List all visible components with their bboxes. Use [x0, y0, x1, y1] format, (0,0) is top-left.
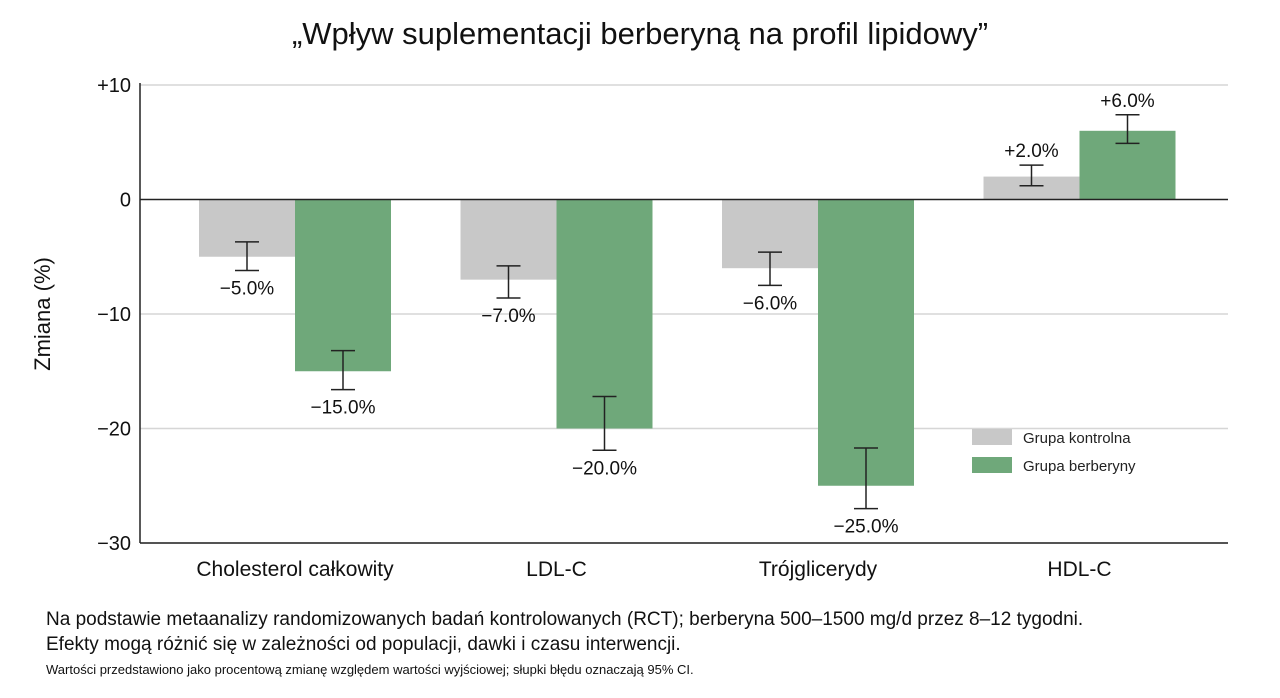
x-tick-label: HDL-C	[1047, 558, 1111, 581]
data-label: −5.0%	[220, 278, 275, 299]
footnote-source: Na podstawie metaanalizy randomizowanych…	[46, 609, 1084, 630]
data-label: −6.0%	[743, 293, 798, 314]
legend-label: Grupa berberyny	[1023, 458, 1136, 475]
y-tick-label: −10	[97, 304, 131, 326]
x-tick-label: LDL-C	[526, 558, 587, 581]
y-tick-label: +10	[97, 75, 131, 97]
x-tick-label: Cholesterol całkowity	[196, 558, 394, 581]
data-label: −15.0%	[311, 398, 376, 419]
footnote-caveat: Efekty mogą różnić się w zależności od p…	[46, 634, 681, 655]
y-axis-label: Zmiana (%)	[30, 257, 55, 371]
x-tick-label: Trójglicerydy	[759, 558, 878, 581]
footnote-method: Wartości przedstawiono jako procentową z…	[46, 662, 694, 677]
bar-berberine	[556, 199, 653, 429]
legend-swatch	[972, 457, 1012, 473]
bar-berberine	[295, 199, 391, 372]
bar-control	[983, 176, 1080, 200]
bar-chart: +10 0 −10 −20 −30 Zmiana (%) Cholesterol całko…	[30, 75, 1228, 581]
data-label: +6.0%	[1100, 91, 1155, 112]
data-label: −25.0%	[834, 517, 899, 538]
y-tick-label: 0	[120, 190, 131, 212]
legend-swatch	[972, 429, 1012, 445]
data-label: −7.0%	[481, 306, 536, 327]
y-tick-label: −30	[97, 533, 131, 555]
legend-label: Grupa kontrolna	[1023, 430, 1131, 447]
data-label: +2.0%	[1004, 141, 1059, 162]
y-tick-label: −20	[97, 419, 131, 441]
chart-title: „Wpływ suplementacji berberyną na profil…	[291, 16, 989, 51]
bar-berberine	[818, 199, 914, 486]
data-label: −20.0%	[572, 458, 637, 479]
